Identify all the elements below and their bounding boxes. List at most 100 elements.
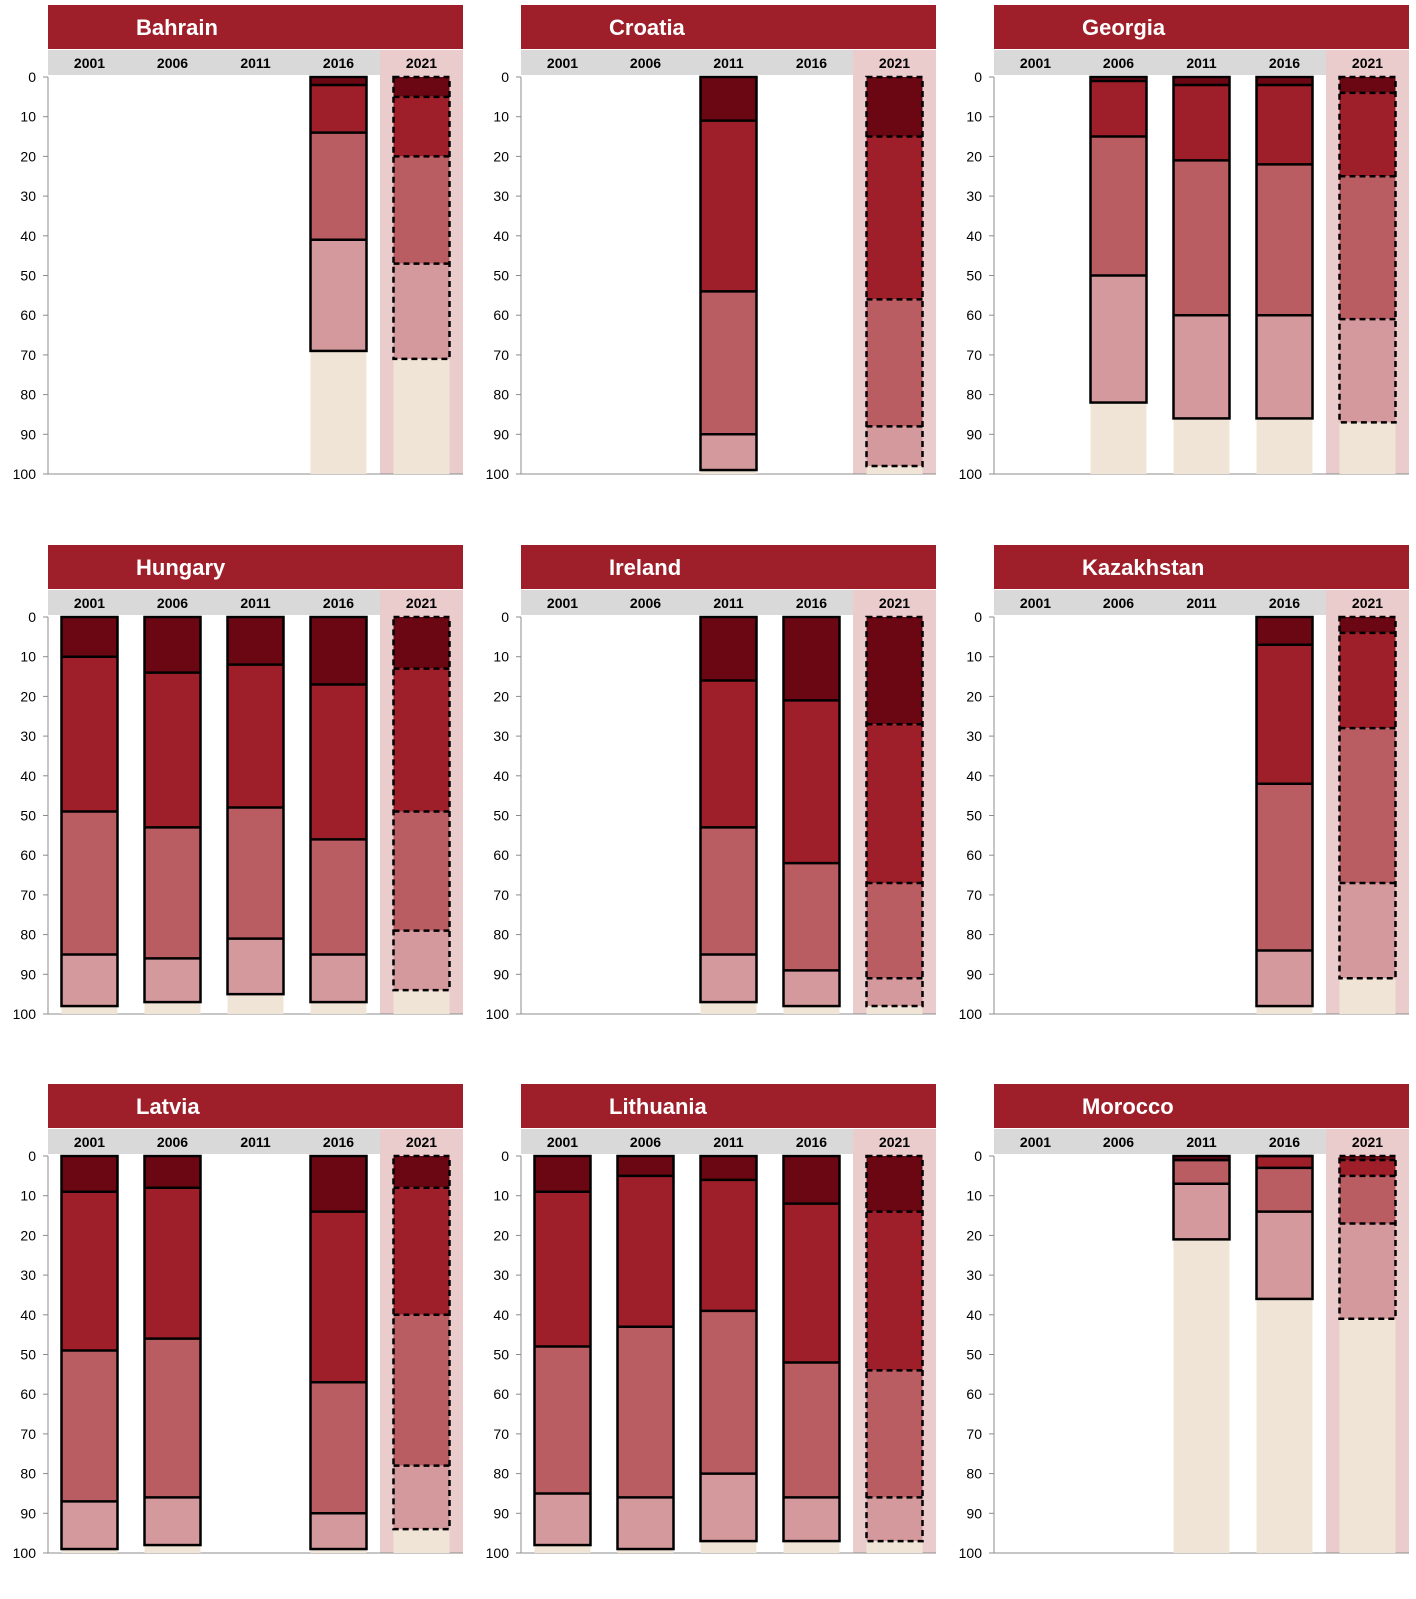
bar-outline: [392, 615, 451, 992]
chart-svg: Hungary 2001 2006 2011 2016 2021 0 10 20 30 40 50 60…: [13, 545, 463, 1022]
bar-outline: [782, 1154, 841, 1543]
year-label: 2016: [796, 55, 827, 71]
bar-outline: [60, 615, 119, 1008]
bar-segment: [1256, 950, 1313, 1007]
title-bar: [994, 5, 1409, 49]
chart-title: Lithuania: [609, 1094, 708, 1119]
y-tick-label: 100: [486, 1006, 510, 1022]
bar-segment: [700, 1310, 757, 1474]
y-tick-label: 70: [493, 887, 509, 903]
bar-segment: [1173, 77, 1230, 85]
y-tick-label: 90: [20, 426, 36, 442]
year-label: 2011: [1186, 55, 1217, 71]
bar-outline: [60, 1154, 119, 1551]
y-tick-label: 70: [20, 347, 36, 363]
bar-outline: [616, 1154, 675, 1551]
y-tick-label: 40: [20, 1307, 36, 1323]
bar-segment: [61, 1501, 118, 1550]
y-tick-label: 0: [974, 69, 982, 85]
y-tick-label: 10: [966, 649, 982, 665]
year-label: 2016: [1269, 1134, 1300, 1150]
bar-segment: [61, 1191, 118, 1351]
bar-segment: [1090, 136, 1147, 276]
chart-title: Croatia: [609, 15, 686, 40]
bar-outline: [699, 1154, 758, 1543]
y-tick-label: 0: [501, 609, 509, 625]
y-tick-label: 60: [20, 1386, 36, 1402]
bar-segment: [700, 77, 757, 121]
y-tick-label: 70: [966, 347, 982, 363]
bar-segment: [144, 672, 201, 828]
y-tick-label: 10: [493, 109, 509, 125]
y-tick-label: 10: [966, 1188, 982, 1204]
bar-segment: [310, 132, 367, 240]
y-tick-label: 60: [966, 307, 982, 323]
bar-segment: [393, 156, 450, 264]
chart-svg: Latvia 2001 2006 2011 2016 2021 0 10 20 30 40 50 60 7…: [13, 1084, 463, 1561]
y-tick-label: 40: [20, 768, 36, 784]
y-tick-label: 90: [966, 426, 982, 442]
y-tick-label: 50: [493, 1347, 509, 1363]
bar-segment: [393, 1465, 450, 1530]
bar-outline: [1172, 1154, 1231, 1241]
y-tick-label: 20: [966, 688, 982, 704]
chart-panel: Croatia 2001 2006 2011 2016 2021 0 10 20 30 40 50 60…: [473, 0, 945, 520]
year-label: 2016: [1269, 595, 1300, 611]
bar-segment: [1256, 783, 1313, 951]
bar-remainder: [866, 466, 923, 474]
bar-remainder: [783, 1006, 840, 1014]
y-tick-label: 100: [959, 1006, 983, 1022]
bar-segment: [617, 1175, 674, 1327]
bar-outline: [533, 1154, 592, 1547]
y-tick-label: 20: [20, 148, 36, 164]
y-tick-label: 100: [13, 1006, 37, 1022]
bar-remainder: [700, 470, 757, 474]
bar-remainder: [1339, 422, 1396, 474]
year-label: 2011: [713, 1134, 744, 1150]
year-label: 2021: [1352, 1134, 1383, 1150]
bar-segment: [1256, 315, 1313, 419]
bar-segment: [866, 426, 923, 467]
chart-panel: Latvia 2001 2006 2011 2016 2021 0 10 20 30 40 50 60 7…: [0, 1079, 472, 1599]
bar-remainder: [866, 1006, 923, 1014]
bar-segment: [61, 954, 118, 1007]
y-tick-label: 60: [493, 847, 509, 863]
bar-remainder: [61, 1006, 118, 1014]
bar-segment: [1339, 1223, 1396, 1319]
bar-remainder: [1256, 418, 1313, 474]
bar-outline: [309, 615, 368, 1004]
bar-segment: [61, 656, 118, 812]
y-tick-label: 50: [493, 808, 509, 824]
y-tick-label: 10: [493, 649, 509, 665]
bar-segment: [1090, 275, 1147, 403]
y-tick-label: 30: [493, 1267, 509, 1283]
y-tick-label: 20: [20, 1227, 36, 1243]
y-tick-label: 0: [28, 1148, 36, 1164]
bar-segment: [617, 1156, 674, 1176]
y-tick-label: 60: [20, 847, 36, 863]
bar-remainder: [310, 350, 367, 474]
year-label: 2021: [1352, 595, 1383, 611]
year-label: 2006: [630, 55, 661, 71]
chart-svg: Ireland 2001 2006 2011 2016 2021 0 10 20 30 40 50 60…: [486, 545, 936, 1022]
bar-segment: [227, 617, 284, 665]
bar-segment: [393, 96, 450, 157]
bar-segment: [866, 77, 923, 137]
bar-segment: [783, 970, 840, 1007]
year-label: 2016: [796, 1134, 827, 1150]
bar-segment: [393, 617, 450, 669]
bar-segment: [310, 954, 367, 1003]
bar-segment: [144, 1497, 201, 1546]
bar-segment: [534, 1156, 591, 1192]
bar-segment: [393, 1156, 450, 1188]
year-label: 2006: [1103, 595, 1134, 611]
bar-segment: [393, 811, 450, 931]
bar-segment: [783, 700, 840, 864]
bar-outline: [1172, 75, 1231, 420]
y-tick-label: 90: [966, 966, 982, 982]
chart-svg: Georgia 2001 2006 2011 2016 2021 0 10 20 30 40 50 60…: [959, 5, 1409, 482]
chart-title: Morocco: [1082, 1094, 1174, 1119]
bar-segment: [393, 930, 450, 991]
year-label: 2011: [240, 55, 271, 71]
y-tick-label: 20: [493, 1227, 509, 1243]
